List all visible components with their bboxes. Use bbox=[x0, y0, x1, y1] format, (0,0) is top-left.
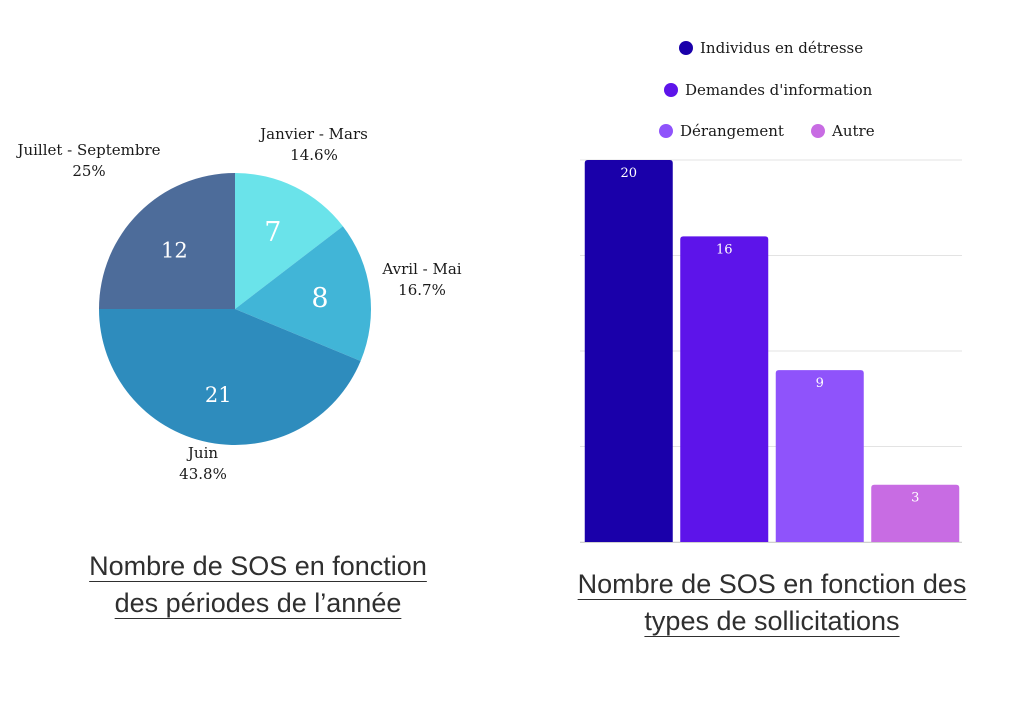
pie-caption-line-2: des périodes de l’année bbox=[114, 588, 402, 618]
pie-slice-4 bbox=[99, 173, 235, 309]
pie-slice-label-3: Juin bbox=[186, 444, 218, 462]
pie-chart-caption: Nombre de SOS en fonction des périodes d… bbox=[28, 548, 488, 622]
bar-chart-caption: Nombre de SOS en fonction des types de s… bbox=[524, 566, 1020, 640]
pie-slice-value-3: 21 bbox=[205, 383, 232, 407]
bar-value-2: 16 bbox=[716, 242, 733, 257]
bar-chart: 20 16 9 3 Individus en détresse Demandes d'in… bbox=[580, 39, 962, 543]
legend-label-4: Autre bbox=[831, 122, 875, 140]
bar-3 bbox=[775, 370, 864, 542]
bar-caption-line-2: types de sollicitations bbox=[644, 606, 900, 636]
bar-value-1: 20 bbox=[620, 166, 637, 181]
legend-marker-2 bbox=[664, 83, 678, 97]
pie-slice-label-4: Juillet - Septembre bbox=[15, 141, 160, 159]
pie-slice-percent-3: 43.8% bbox=[179, 465, 227, 483]
pie-chart: 7 Janvier - Mars 14.6% 8 Avril - Mai 16.7% 21 J… bbox=[15, 125, 461, 483]
pie-slice-1 bbox=[235, 173, 343, 309]
pie-slice-percent-1: 14.6% bbox=[290, 146, 338, 164]
pie-slice-3 bbox=[99, 309, 361, 445]
bar-value-3: 9 bbox=[816, 376, 824, 391]
bar-2 bbox=[680, 236, 769, 542]
legend-marker-1 bbox=[679, 41, 693, 55]
bar-caption-line-1: Nombre de SOS en fonction des bbox=[577, 569, 967, 599]
pie-slice-value-2: 8 bbox=[311, 283, 328, 314]
pie-slice-2 bbox=[235, 226, 371, 362]
pie-slice-percent-2: 16.7% bbox=[398, 281, 446, 299]
pie-caption-line-1: Nombre de SOS en fonction bbox=[89, 551, 427, 581]
pie-slice-percent-4: 25% bbox=[72, 162, 105, 180]
bar-1 bbox=[584, 160, 673, 542]
legend-label-3: Dérangement bbox=[680, 122, 784, 140]
pie-slice-value-1: 7 bbox=[264, 217, 281, 248]
bar-4 bbox=[871, 484, 960, 542]
pie-slice-label-2: Avril - Mai bbox=[381, 260, 461, 278]
legend-marker-4 bbox=[811, 124, 825, 138]
legend-marker-3 bbox=[659, 124, 673, 138]
legend-label-2: Demandes d'information bbox=[685, 81, 873, 99]
legend-label-1: Individus en détresse bbox=[700, 39, 863, 57]
pie-slice-value-4: 12 bbox=[161, 238, 188, 262]
bar-value-4: 3 bbox=[911, 491, 919, 506]
pie-slice-label-1: Janvier - Mars bbox=[258, 125, 368, 143]
